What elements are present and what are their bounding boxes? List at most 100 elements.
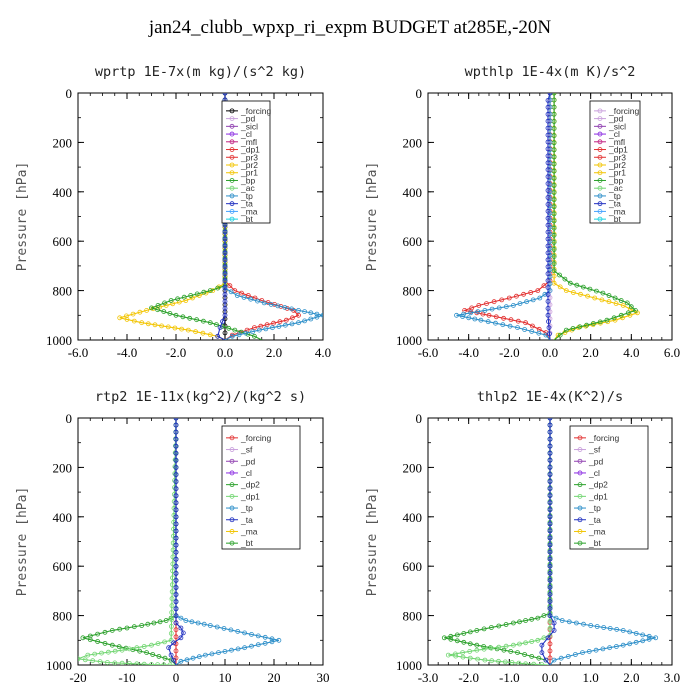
series-marker <box>585 293 590 299</box>
series-marker <box>178 615 184 621</box>
legend-marker <box>577 458 583 464</box>
series-marker <box>296 312 301 318</box>
series-marker <box>474 310 480 316</box>
series-marker <box>545 153 551 159</box>
series-marker <box>557 272 562 278</box>
series-marker <box>586 649 592 654</box>
y-tick-label: 800 <box>53 609 73 624</box>
legend-entry: _cl <box>240 129 252 139</box>
series-marker <box>209 651 215 657</box>
series-marker <box>557 284 563 290</box>
series-marker <box>545 278 551 284</box>
series-marker <box>222 305 228 311</box>
series-marker <box>173 457 179 463</box>
series-marker <box>612 295 618 301</box>
series-marker <box>600 646 606 652</box>
series-marker <box>263 326 269 332</box>
series-marker <box>551 254 557 260</box>
series-marker <box>92 651 98 657</box>
y-tick-label: 800 <box>403 609 423 624</box>
y-tick-label: 1000 <box>46 333 72 348</box>
series-marker <box>173 493 179 499</box>
series-marker <box>187 315 193 321</box>
series-marker <box>161 662 167 665</box>
series-marker <box>547 648 553 654</box>
series-marker <box>169 603 175 608</box>
series-marker <box>607 645 612 651</box>
series-marker <box>508 317 514 323</box>
series-marker <box>173 521 179 527</box>
series-marker <box>545 125 551 131</box>
y-tick-label: 400 <box>53 510 73 525</box>
series-marker <box>242 630 248 636</box>
series-marker <box>130 311 136 317</box>
series-marker <box>155 641 161 646</box>
series-marker <box>127 661 132 665</box>
legend-marker <box>597 201 603 207</box>
series-marker <box>207 623 213 628</box>
series-marker <box>202 652 208 658</box>
series-marker <box>190 655 196 661</box>
legend-entry: _dp1 <box>240 491 260 501</box>
series-marker <box>558 655 564 661</box>
series-marker <box>222 264 228 270</box>
series-marker <box>620 642 626 648</box>
legend-entry: _sf <box>588 445 601 455</box>
series-marker <box>545 271 551 277</box>
series-marker <box>255 298 260 304</box>
x-tick-label: 0.0 <box>542 345 558 360</box>
series-marker <box>213 322 219 328</box>
series-marker <box>547 599 553 604</box>
series-marker <box>506 295 512 301</box>
legend-marker <box>597 208 603 214</box>
series-marker <box>222 271 228 277</box>
series-marker <box>222 312 228 318</box>
series-marker <box>264 322 270 328</box>
series-marker <box>82 657 88 663</box>
series-marker <box>545 181 551 187</box>
series-line-dp2 <box>444 418 551 665</box>
series-marker <box>163 618 169 623</box>
series-marker <box>106 649 111 655</box>
series-marker <box>547 625 553 631</box>
series-marker <box>173 479 179 485</box>
series-marker <box>503 643 509 649</box>
series-marker <box>453 653 459 659</box>
legend-entry: _ac <box>240 183 255 193</box>
series-marker <box>545 236 551 242</box>
series-marker <box>452 651 458 657</box>
series-marker <box>511 642 516 648</box>
series-marker <box>203 290 209 296</box>
series-marker <box>169 589 175 595</box>
series-marker <box>216 650 221 655</box>
series-marker <box>169 610 175 615</box>
series-marker <box>221 626 227 631</box>
series-marker <box>480 311 486 317</box>
legend: _forcing_pd_sicl_cl_mfl_dp1_pr3_pr2_pr1_… <box>221 100 272 224</box>
series-marker <box>571 290 576 295</box>
y-tick-label: 0 <box>66 86 73 101</box>
legend-entry: _dp2 <box>240 480 260 490</box>
series-marker <box>476 302 482 308</box>
series-marker <box>261 300 267 306</box>
x-tick-label: -2.0 <box>499 345 520 360</box>
y-tick-label: 0 <box>66 411 73 426</box>
legend-entry: _cl <box>588 468 600 478</box>
series-marker <box>522 327 527 332</box>
series-marker <box>545 243 551 249</box>
legend-marker <box>229 493 235 499</box>
series-marker <box>178 658 184 664</box>
series-marker <box>226 325 232 331</box>
series-marker <box>173 514 179 520</box>
series-marker <box>507 323 513 329</box>
series-marker <box>460 314 466 319</box>
series-marker <box>109 642 115 648</box>
series-marker <box>640 638 646 644</box>
x-tick-label: 2.0 <box>583 345 599 360</box>
x-tick-label: 0.0 <box>217 345 233 360</box>
series-marker <box>545 146 551 152</box>
series-marker <box>627 641 633 647</box>
series-marker <box>242 645 248 651</box>
series-marker <box>149 305 154 311</box>
legend-marker <box>577 482 583 488</box>
